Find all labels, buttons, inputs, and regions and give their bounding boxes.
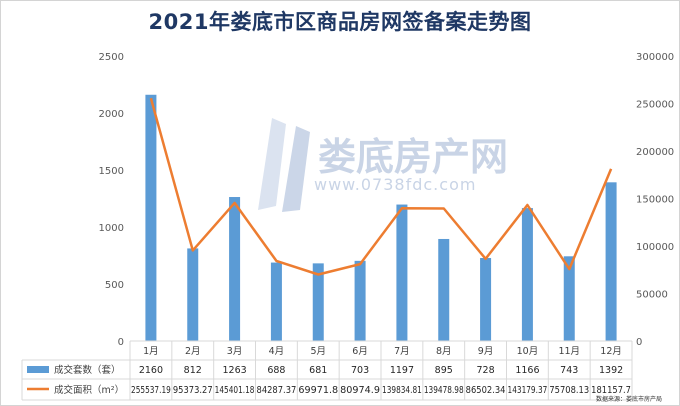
x-tick-label: 6月 [352, 346, 368, 357]
bar [145, 94, 157, 341]
y-right-tick-label: 300000 [636, 52, 674, 63]
line-value-label: 95373.27 [173, 385, 213, 396]
chart-title: 2021年娄底市区商品房网签备案走势图 [148, 10, 532, 34]
y-right-tick-label: 0 [636, 337, 642, 348]
bar [229, 197, 241, 341]
legend-label-line: 成交面积（m²） [54, 384, 124, 396]
x-tick-label: 10月 [517, 346, 539, 357]
line-value-label: 139834.81 [382, 385, 422, 396]
bar-value-label: 1197 [390, 365, 414, 376]
legend-key-bar [27, 366, 49, 373]
line-value-label: 139478.98 [424, 385, 464, 396]
bar-value-label: 895 [435, 365, 453, 376]
bar [187, 248, 199, 341]
line-value-label: 69971.8 [298, 385, 338, 396]
line-value-label: 181157.7 [591, 385, 631, 396]
x-tick-label: 11月 [558, 346, 580, 357]
watermark: 娄底房产网 www.0738fdc.com [258, 118, 508, 212]
x-tick-label: 3月 [227, 346, 243, 357]
data-source: 数据来源：娄底市房产局 [595, 396, 662, 403]
bar [270, 262, 282, 341]
y-left-tick-label: 500 [105, 280, 124, 291]
bar-value-label: 1263 [222, 365, 246, 376]
bar [480, 258, 492, 341]
line-value-label: 84287.37 [257, 385, 297, 396]
bar-value-label: 1166 [515, 365, 539, 376]
line-value-label: 255537.19 [131, 385, 171, 396]
watermark-name: 娄底房产网 [318, 134, 508, 179]
bar-value-label: 2160 [139, 365, 163, 376]
y-left-tick-label: 2000 [99, 109, 124, 120]
y-left-tick-label: 2500 [99, 52, 124, 63]
x-tick-label: 5月 [310, 346, 326, 357]
x-tick-label: 2月 [185, 346, 201, 357]
bar [563, 256, 575, 341]
bar-value-label: 743 [560, 365, 578, 376]
line-value-label: 75708.13 [549, 385, 589, 396]
line-value-label: 80974.9 [340, 385, 380, 396]
bar [312, 263, 324, 341]
bar [438, 238, 450, 341]
bar [354, 260, 366, 341]
y-right-tick-label: 100000 [636, 242, 674, 253]
bar [396, 204, 408, 341]
y-left-tick-label: 1500 [99, 166, 124, 177]
bar-value-label: 703 [351, 365, 369, 376]
line-value-label: 143179.37 [508, 385, 548, 396]
watermark-logo-icon [258, 118, 310, 212]
series-line [149, 97, 613, 276]
x-tick-label: 8月 [436, 346, 452, 357]
watermark-url: www.0738fdc.com [314, 175, 476, 194]
bar-value-label: 681 [309, 365, 327, 376]
legend-label-bar: 成交套数（套） [54, 364, 121, 376]
bar-value-label: 1392 [599, 365, 623, 376]
bar [521, 208, 533, 341]
x-tick-label: 9月 [478, 346, 494, 357]
bar-value-label: 728 [477, 365, 495, 376]
line-value-label: 145401.18 [215, 385, 255, 396]
y-right-tick-label: 250000 [636, 100, 674, 111]
bar [605, 182, 617, 341]
y-left-tick-label: 1000 [99, 223, 124, 234]
bar-value-label: 812 [184, 365, 202, 376]
y-left-tick-label: 0 [118, 337, 124, 348]
x-tick-label: 4月 [269, 346, 285, 357]
x-tick-label: 1月 [143, 346, 159, 357]
x-tick-label: 12月 [600, 346, 622, 357]
x-tick-label: 7月 [394, 346, 410, 357]
y-right-tick-label: 150000 [636, 195, 674, 206]
y-right-tick-label: 200000 [636, 147, 674, 158]
y-right-tick-label: 50000 [636, 290, 668, 301]
line-value-label: 86502.34 [466, 385, 506, 396]
bar-value-label: 688 [267, 365, 285, 376]
